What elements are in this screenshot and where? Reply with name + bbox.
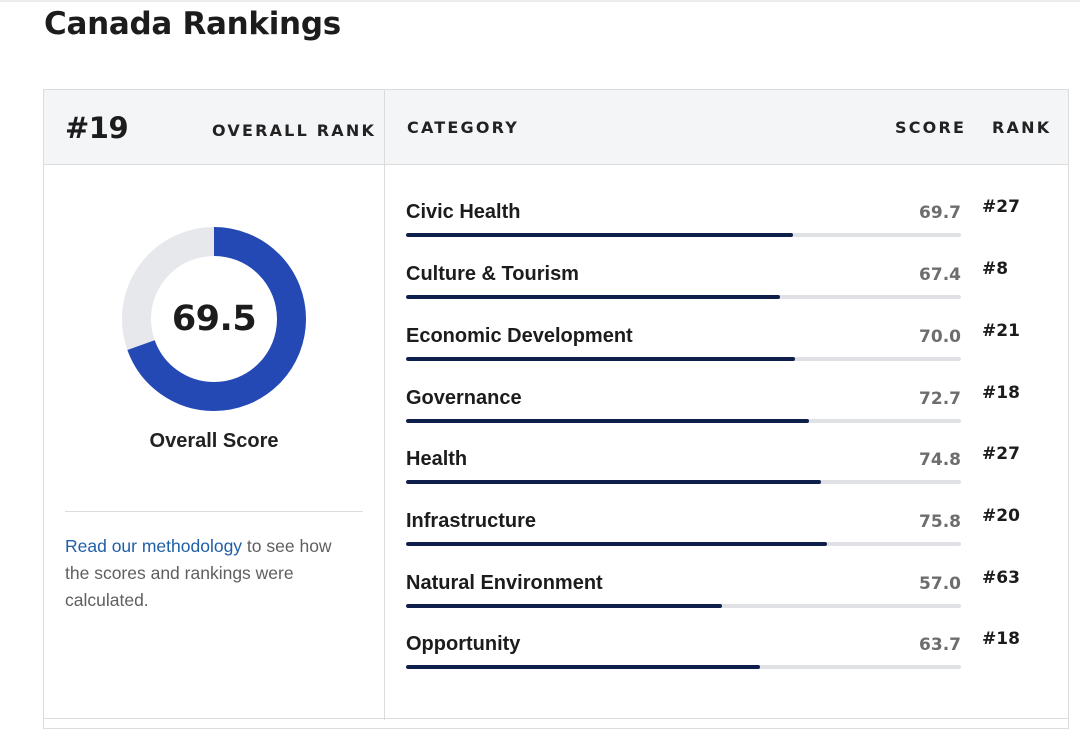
category-label: Civic Health — [406, 201, 521, 223]
category-rank: #27 — [982, 197, 1020, 217]
top-border — [0, 0, 1080, 2]
category-row: Health 74.8 #27 — [406, 444, 1056, 510]
category-rank: #27 — [982, 444, 1020, 464]
category-row: Infrastructure 75.8 #20 — [406, 506, 1056, 572]
score-bar-track — [406, 357, 961, 361]
category-score: 72.7 — [919, 389, 961, 409]
score-bar-fill — [406, 480, 822, 484]
methodology-note: Read our methodology to see how the scor… — [65, 533, 360, 614]
category-label: Infrastructure — [406, 510, 537, 532]
category-label: Natural Environment — [406, 572, 603, 594]
score-bar-track — [406, 233, 961, 237]
category-rank: #21 — [982, 321, 1020, 341]
overall-score-label: Overall Score — [149, 430, 279, 452]
panel-bottom-border — [43, 718, 1069, 719]
category-row: Culture & Tourism 67.4 #8 — [406, 259, 1056, 325]
category-rank: #8 — [982, 259, 1009, 279]
column-divider — [384, 90, 385, 720]
rank-header: RANK — [992, 118, 1052, 137]
left-divider — [65, 511, 363, 512]
category-row: Governance 72.7 #18 — [406, 383, 1056, 449]
score-bar-fill — [406, 665, 760, 669]
category-score: 69.7 — [919, 203, 961, 223]
category-rank: #18 — [982, 383, 1020, 403]
category-rank: #18 — [982, 629, 1020, 649]
score-bar-fill — [406, 357, 795, 361]
category-rank: #63 — [982, 568, 1020, 588]
score-bar-track — [406, 295, 961, 299]
category-score: 74.8 — [919, 450, 961, 470]
score-bar-fill — [406, 295, 781, 299]
category-score: 57.0 — [919, 574, 961, 594]
category-score: 63.7 — [919, 635, 961, 655]
category-header: CATEGORY — [407, 118, 520, 137]
score-bar-fill — [406, 419, 810, 423]
donut-chart — [122, 227, 306, 411]
score-bar-fill — [406, 604, 723, 608]
category-label: Culture & Tourism — [406, 263, 579, 285]
page-title: Canada Rankings — [44, 6, 341, 42]
score-bar-track — [406, 665, 961, 669]
score-bar-track — [406, 604, 961, 608]
category-row: Natural Environment 57.0 #63 — [406, 568, 1056, 634]
score-header: SCORE — [895, 118, 967, 137]
methodology-link[interactable]: Read our methodology — [65, 536, 243, 556]
category-label: Governance — [406, 387, 522, 409]
score-bar-fill — [406, 542, 827, 546]
category-label: Economic Development — [406, 325, 633, 347]
score-bar-track — [406, 480, 961, 484]
table-header — [44, 90, 1068, 165]
overall-rank-number: #19 — [65, 111, 129, 145]
category-rank: #20 — [982, 506, 1020, 526]
category-label: Opportunity — [406, 633, 521, 655]
category-score: 70.0 — [919, 327, 961, 347]
category-score: 67.4 — [919, 265, 961, 285]
category-label: Health — [406, 448, 468, 470]
category-row: Opportunity 63.7 #18 — [406, 629, 1056, 695]
score-bar-fill — [406, 233, 793, 237]
overall-score-donut: 69.5 — [122, 227, 306, 411]
category-row: Economic Development 70.0 #21 — [406, 321, 1056, 387]
category-score: 75.8 — [919, 512, 961, 532]
methodology-text: to see how the scores and rankings were … — [65, 536, 332, 610]
overall-score-value: 69.5 — [171, 299, 257, 339]
score-bar-track — [406, 419, 961, 423]
overall-rank-label: OVERALL RANK — [212, 121, 377, 140]
donut-arc — [122, 227, 306, 411]
score-bar-track — [406, 542, 961, 546]
category-row: Civic Health 69.7 #27 — [406, 197, 1056, 263]
